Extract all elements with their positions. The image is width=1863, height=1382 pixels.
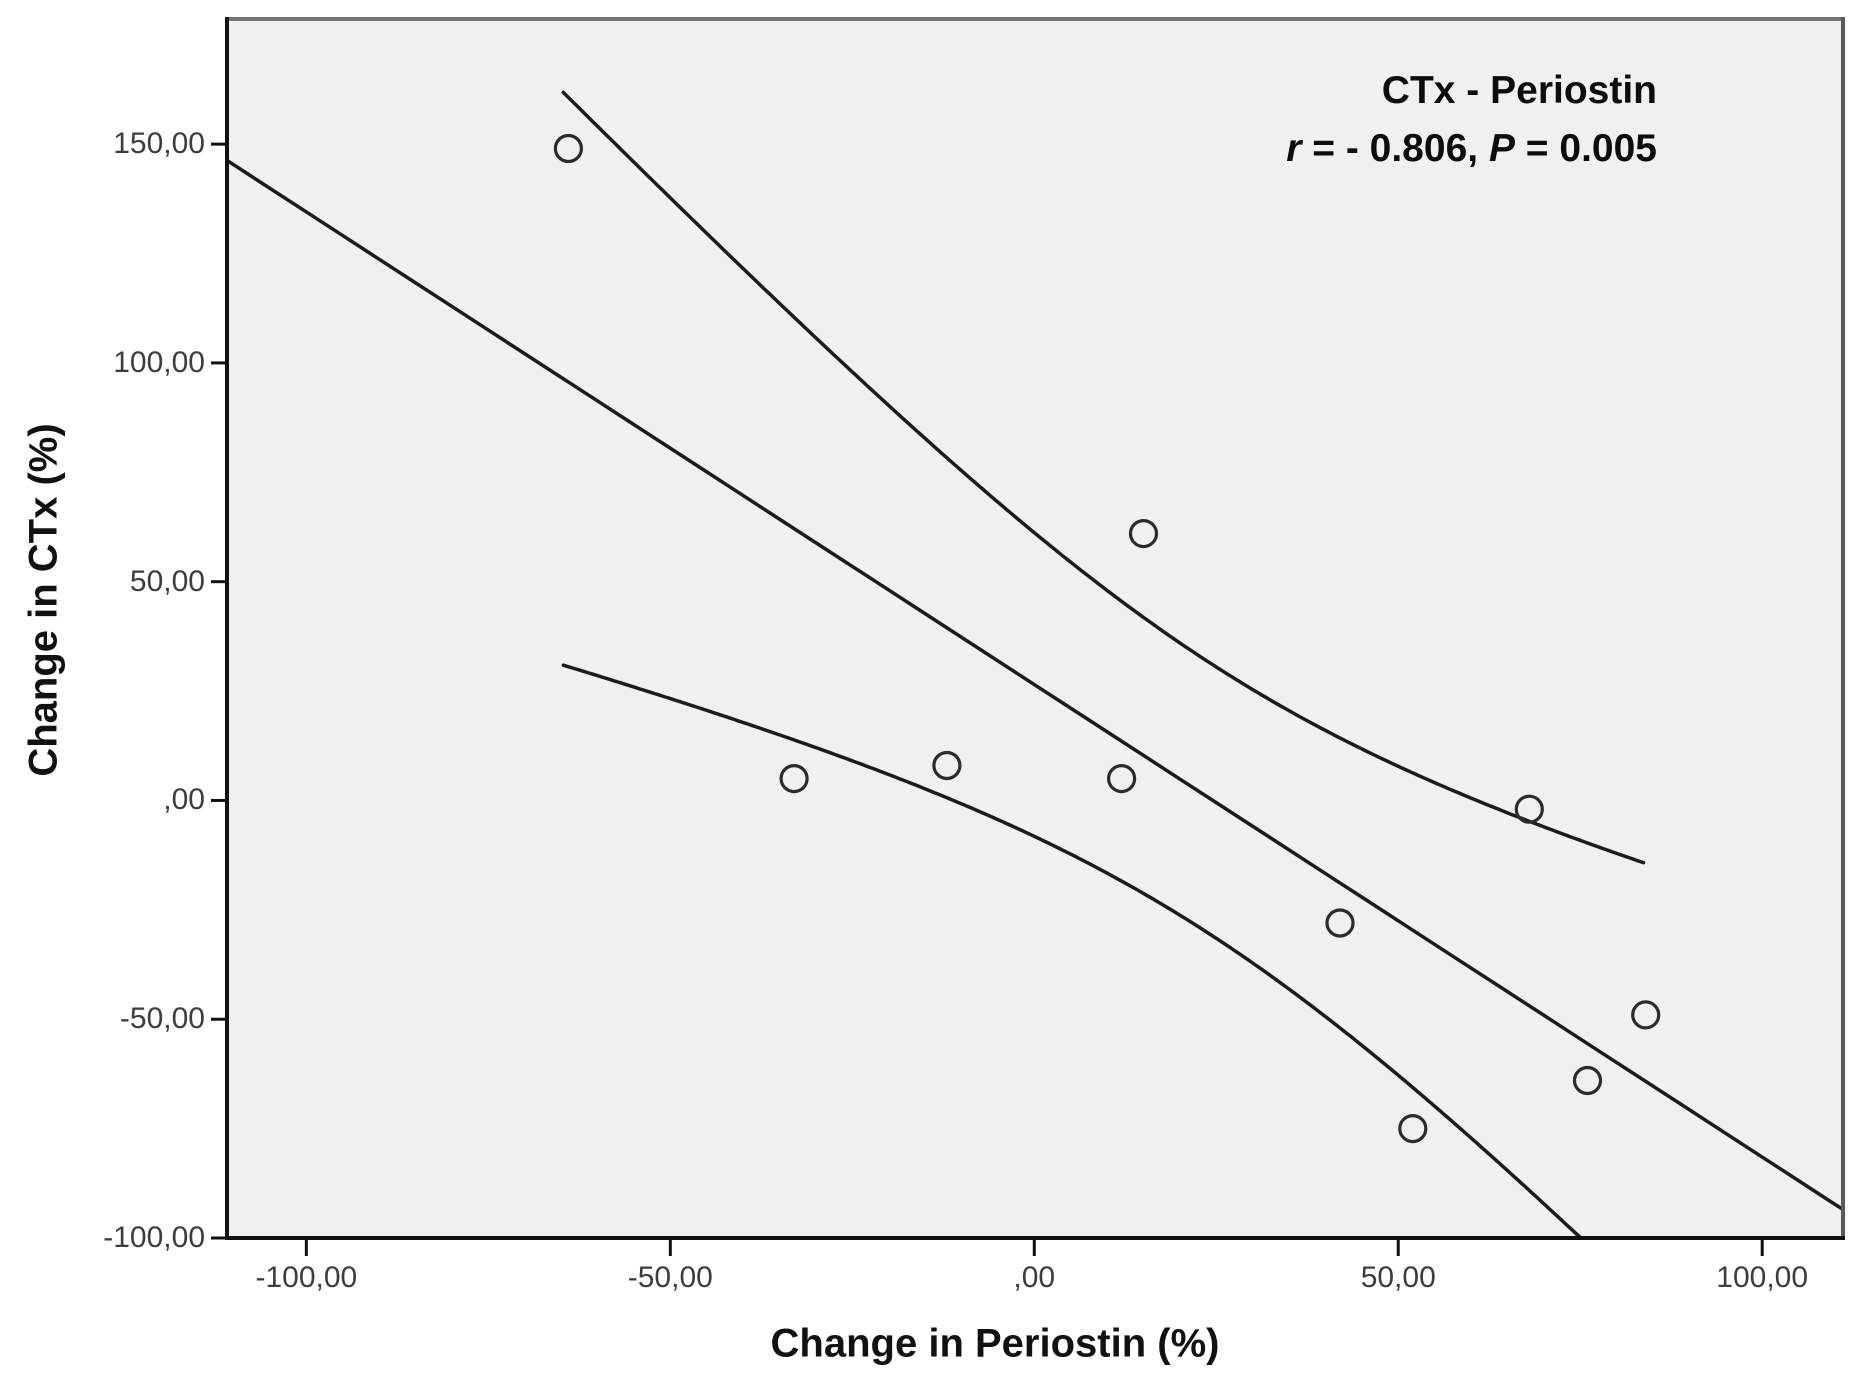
x-tick-label: ,00 [1013, 1261, 1056, 1294]
x-tick-label: -50,00 [627, 1261, 713, 1294]
annotation-stats: r = - 0.806, P = 0.005 [1286, 120, 1657, 178]
data-point [553, 133, 584, 164]
p-value: = 0.005 [1514, 127, 1657, 170]
y-tick-label: -50,00 [119, 1002, 205, 1036]
data-point [779, 763, 809, 794]
x-tick-label: 50,00 [1360, 1261, 1436, 1294]
correlation-annotation: CTx - Periostin r = - 0.806, P = 0.005 [1286, 62, 1657, 178]
data-point [1631, 1000, 1661, 1030]
annotation-title: CTx - Periostin [1381, 69, 1657, 112]
ci-upper-curve [561, 90, 1646, 865]
p-symbol: P [1488, 127, 1515, 170]
data-point [1514, 794, 1544, 824]
plot-background [227, 19, 1843, 1238]
y-tick-label: -100,00 [103, 1221, 205, 1254]
data-point [1325, 908, 1355, 938]
r-symbol: r [1286, 127, 1302, 170]
x-tick-label: -100,00 [255, 1261, 358, 1294]
y-tick-label: ,00 [163, 783, 205, 817]
ci-lower-curve [561, 663, 1584, 1238]
y-tick-label: 100,00 [113, 345, 205, 379]
data-point [1106, 763, 1137, 794]
curve-layer [227, 90, 1843, 1238]
data-point [1572, 1065, 1603, 1096]
data-point [1128, 518, 1159, 549]
y-tick-label: 50,00 [129, 564, 205, 598]
y-axis-title: Change in CTx (%) [21, 423, 66, 777]
regression-line [227, 158, 1843, 1211]
y-tick-label: 150,00 [113, 127, 205, 161]
data-point [932, 750, 962, 781]
r-value: = - 0.806, [1301, 127, 1489, 170]
data-point [1398, 1113, 1428, 1144]
x-tick-label: 100,00 [1716, 1261, 1809, 1294]
x-axis-title: Change in Periostin (%) [770, 1321, 1220, 1366]
